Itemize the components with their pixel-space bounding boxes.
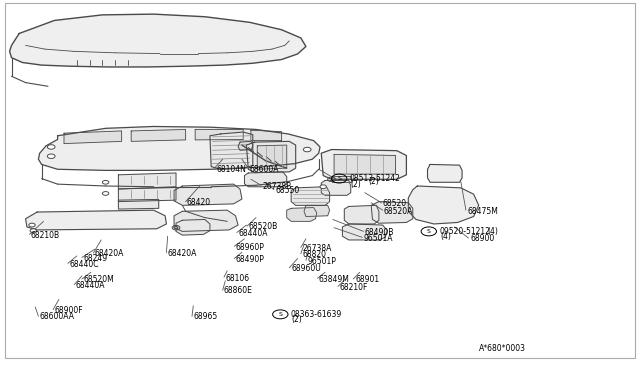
Text: S: S	[337, 176, 341, 181]
Polygon shape	[246, 141, 296, 173]
Text: 68210B: 68210B	[31, 231, 60, 240]
Text: 68490B: 68490B	[365, 228, 394, 237]
Circle shape	[174, 227, 178, 229]
Text: 68860E: 68860E	[224, 286, 253, 295]
Polygon shape	[210, 132, 253, 169]
Polygon shape	[118, 187, 176, 202]
Polygon shape	[195, 129, 243, 140]
Circle shape	[29, 223, 35, 227]
Text: 96501A: 96501A	[364, 234, 393, 243]
Circle shape	[320, 185, 326, 189]
Polygon shape	[26, 210, 166, 230]
Text: 68104N: 68104N	[216, 165, 246, 174]
Polygon shape	[321, 180, 351, 195]
Polygon shape	[10, 14, 306, 67]
Text: 68520: 68520	[383, 199, 407, 208]
Polygon shape	[244, 172, 287, 187]
Text: 68960U: 68960U	[291, 264, 321, 273]
Text: 96501P: 96501P	[307, 257, 336, 266]
Polygon shape	[344, 205, 379, 224]
Text: 68520M: 68520M	[83, 275, 114, 284]
Text: 68600AA: 68600AA	[40, 312, 75, 321]
Polygon shape	[131, 129, 186, 141]
Text: 68520A: 68520A	[384, 207, 413, 216]
Text: 68550: 68550	[275, 186, 300, 195]
Polygon shape	[174, 210, 238, 231]
Circle shape	[47, 145, 55, 149]
Text: 68420A: 68420A	[95, 249, 124, 258]
Polygon shape	[257, 145, 287, 169]
Text: 68600A: 68600A	[250, 165, 279, 174]
Text: 68440A: 68440A	[238, 229, 268, 238]
Text: 68440C: 68440C	[69, 260, 99, 269]
Polygon shape	[238, 141, 253, 150]
Text: A*680*0003: A*680*0003	[479, 344, 525, 353]
Text: 68490P: 68490P	[236, 255, 264, 264]
Polygon shape	[176, 219, 210, 235]
Polygon shape	[251, 130, 282, 141]
Text: S: S	[427, 229, 431, 234]
Polygon shape	[342, 224, 387, 240]
Text: 09520-51212: 09520-51212	[439, 227, 490, 236]
Text: 68960P: 68960P	[236, 243, 264, 252]
Text: (2): (2)	[351, 180, 362, 189]
Polygon shape	[334, 154, 396, 174]
Text: (2): (2)	[291, 315, 302, 324]
Text: (2): (2)	[368, 177, 379, 186]
Polygon shape	[428, 164, 462, 182]
Circle shape	[30, 229, 36, 232]
Text: 68900F: 68900F	[54, 306, 83, 315]
Polygon shape	[118, 173, 176, 189]
Text: 08513-51242: 08513-51242	[349, 174, 400, 183]
Text: (4): (4)	[440, 232, 451, 241]
Text: 68520B: 68520B	[248, 222, 278, 231]
Circle shape	[102, 192, 109, 195]
Text: 68965: 68965	[193, 312, 218, 321]
Text: 68106: 68106	[225, 274, 250, 283]
Polygon shape	[304, 205, 330, 217]
Text: 63849M: 63849M	[319, 275, 349, 283]
Polygon shape	[291, 187, 330, 205]
Text: 68420A: 68420A	[168, 249, 197, 258]
Polygon shape	[287, 208, 317, 221]
Polygon shape	[174, 184, 242, 205]
Polygon shape	[64, 131, 122, 144]
Polygon shape	[118, 199, 159, 209]
Text: 68475M: 68475M	[467, 207, 498, 216]
Polygon shape	[371, 202, 413, 223]
Text: 68900: 68900	[470, 234, 495, 243]
Text: (4): (4)	[488, 227, 499, 236]
Text: 68820: 68820	[302, 250, 326, 259]
Text: 68420: 68420	[187, 198, 211, 207]
Circle shape	[102, 180, 109, 184]
Text: 26738B: 26738B	[262, 182, 292, 190]
Text: 08363-61639: 08363-61639	[291, 310, 342, 319]
Text: 68901: 68901	[355, 275, 380, 284]
Circle shape	[303, 147, 311, 152]
Text: 26738A: 26738A	[302, 244, 332, 253]
Polygon shape	[408, 186, 479, 224]
Text: 68210F: 68210F	[339, 283, 367, 292]
Polygon shape	[332, 176, 351, 182]
Text: 68249: 68249	[83, 254, 108, 263]
Text: 68440A: 68440A	[76, 281, 105, 290]
Circle shape	[47, 154, 55, 158]
Text: S: S	[278, 312, 282, 317]
Polygon shape	[321, 150, 406, 179]
Polygon shape	[38, 126, 320, 170]
